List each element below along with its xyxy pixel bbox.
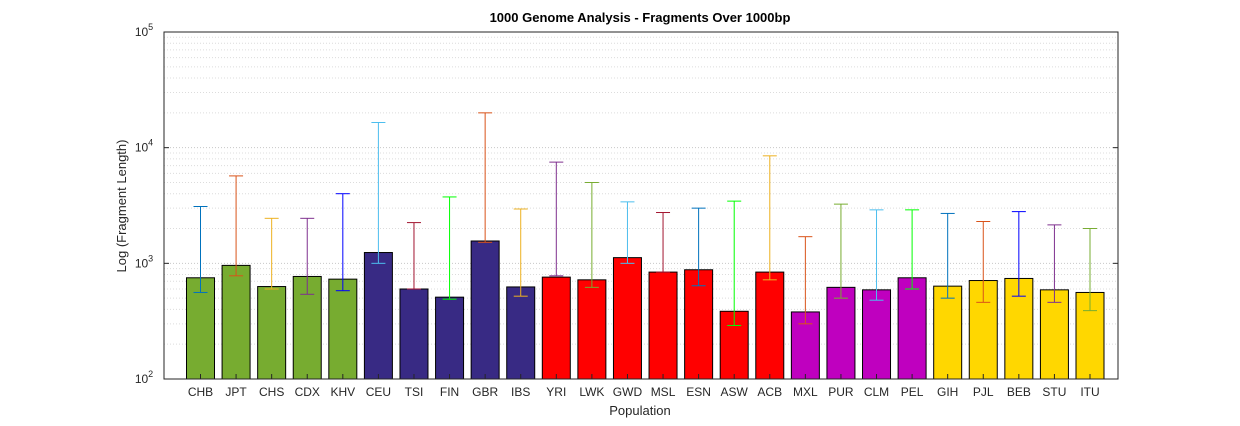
error-bar-khv bbox=[335, 193, 350, 292]
x-tick-label-mxl: MXL bbox=[793, 385, 818, 399]
x-tick-labels: CHB JPT CHS CDX KHV CEU TSI FIN GBR IBS YRI LWK GWD M… bbox=[188, 374, 1100, 399]
y-tick-label: 105 bbox=[135, 22, 153, 39]
bar-gbr bbox=[470, 240, 500, 380]
bar-clm bbox=[862, 289, 892, 380]
x-tick-label-yri: YRI bbox=[546, 385, 566, 399]
error-bar-jpt bbox=[229, 175, 244, 277]
x-tick-label-stu: STU bbox=[1042, 385, 1066, 399]
bar-gih bbox=[933, 285, 963, 380]
x-tick-label-acb: ACB bbox=[757, 385, 782, 399]
y-tick-labels: 102 103 104 105 bbox=[135, 22, 1118, 386]
error-bar-itu bbox=[1083, 228, 1097, 312]
bar-chs bbox=[257, 286, 287, 380]
error-bar-stu bbox=[1047, 224, 1062, 303]
x-tick-label-khv: KHV bbox=[330, 385, 355, 399]
error-bar-gbr bbox=[478, 112, 493, 243]
bar-pel bbox=[897, 277, 927, 380]
y-tick-label: 103 bbox=[135, 253, 153, 270]
bar-ceu bbox=[363, 252, 393, 380]
y-tick-label: 102 bbox=[135, 369, 153, 386]
error-bar-yri bbox=[549, 161, 564, 277]
x-tick-label-gih: GIH bbox=[937, 385, 958, 399]
x-tick-label-pur: PUR bbox=[828, 385, 854, 399]
x-tick-label-lwk: LWK bbox=[579, 385, 604, 399]
error-bar-ceu bbox=[371, 122, 386, 264]
error-bar-lwk bbox=[584, 181, 599, 288]
x-tick-label-ibs: IBS bbox=[511, 385, 530, 399]
bar-tsi bbox=[399, 288, 429, 380]
x-tick-label-cdx: CDX bbox=[295, 385, 320, 399]
x-tick-label-pjl: PJL bbox=[973, 385, 994, 399]
bar-yri bbox=[541, 276, 571, 380]
error-bar-cdx bbox=[300, 217, 315, 295]
x-tick-label-gwd: GWD bbox=[613, 385, 643, 399]
x-axis-label: Population bbox=[609, 403, 670, 418]
y-axis-label: Log (Fragment Length) bbox=[114, 140, 129, 273]
x-tick-label-fin: FIN bbox=[440, 385, 459, 399]
error-bar-chs bbox=[264, 217, 279, 290]
error-bar-tsi bbox=[406, 222, 421, 290]
x-tick-label-esn: ESN bbox=[686, 385, 711, 399]
x-tick-label-msl: MSL bbox=[651, 385, 676, 399]
bar-esn bbox=[684, 269, 714, 380]
axes-box bbox=[163, 31, 1119, 380]
error-bar-gih bbox=[940, 212, 955, 299]
error-bar-pur bbox=[833, 203, 848, 299]
x-tick-label-gbr: GBR bbox=[472, 385, 498, 399]
y-tick-label: 104 bbox=[135, 138, 153, 155]
bar-fin bbox=[435, 296, 465, 380]
bar-ibs bbox=[506, 286, 536, 380]
chart-title: 1000 Genome Analysis - Fragments Over 10… bbox=[490, 10, 791, 25]
error-bar-msl bbox=[656, 212, 671, 273]
x-tick-label-beb: BEB bbox=[1007, 385, 1031, 399]
x-tick-label-clm: CLM bbox=[864, 385, 889, 399]
error-bar-asw bbox=[727, 200, 742, 327]
bar-khv bbox=[328, 278, 358, 380]
bar-chb bbox=[186, 277, 215, 380]
x-tick-label-chb: CHB bbox=[188, 385, 213, 399]
error-bar-gwd bbox=[620, 201, 635, 264]
bar-stu bbox=[1039, 289, 1069, 380]
x-tick-label-ceu: CEU bbox=[366, 385, 391, 399]
x-tick-label-pel: PEL bbox=[901, 385, 924, 399]
bar-msl bbox=[648, 271, 678, 380]
bar-acb bbox=[755, 271, 785, 380]
error-bar-esn bbox=[691, 207, 706, 287]
error-bar-pjl bbox=[976, 220, 991, 303]
x-tick-label-chs: CHS bbox=[259, 385, 284, 399]
grid-lines bbox=[164, 31, 1118, 345]
error-bar-fin bbox=[442, 196, 457, 300]
bars-group bbox=[186, 240, 1105, 380]
error-bar-acb bbox=[762, 155, 777, 281]
error-bars-group bbox=[193, 112, 1097, 327]
error-bar-mxl bbox=[798, 236, 813, 325]
x-tick-label-itu: ITU bbox=[1080, 385, 1099, 399]
x-tick-label-asw: ASW bbox=[721, 385, 749, 399]
bar-jpt bbox=[221, 264, 251, 380]
error-bar-clm bbox=[869, 209, 884, 301]
error-bar-chb bbox=[193, 205, 208, 293]
bar-lwk bbox=[577, 279, 607, 380]
error-bar-beb bbox=[1011, 211, 1026, 297]
bar-pur bbox=[826, 286, 856, 380]
error-bar-ibs bbox=[513, 208, 528, 297]
x-tick-label-tsi: TSI bbox=[405, 385, 424, 399]
error-bar-pel bbox=[905, 209, 920, 290]
bar-gwd bbox=[612, 257, 642, 380]
x-tick-label-jpt: JPT bbox=[225, 385, 247, 399]
